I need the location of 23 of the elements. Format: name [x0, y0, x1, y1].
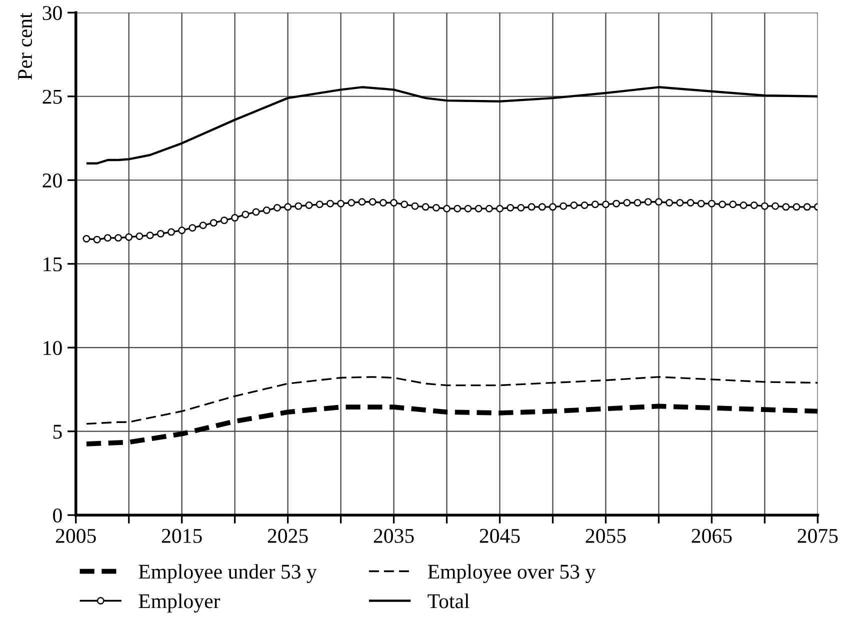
y-axis-title: Per cent — [18, 12, 32, 80]
x-tick-label: 2075 — [798, 528, 838, 543]
x-tick-label: 2045 — [480, 528, 520, 543]
y-tick-label: 10 — [44, 340, 62, 356]
y-tick-label: 30 — [42, 6, 62, 20]
legend-label: Employee under 53 y — [138, 564, 317, 584]
x-tick-label: 2035 — [374, 528, 414, 543]
y-tick-label: 0 — [53, 508, 62, 523]
line-series — [85, 86, 818, 164]
legend-label: Total — [428, 594, 470, 608]
x-tick-label: 2005 — [56, 528, 96, 543]
y-tick-label: 15 — [44, 257, 62, 272]
legend-label: Employee over 53 y — [428, 564, 596, 584]
legend-label: Employer — [138, 594, 220, 613]
line-series — [86, 376, 818, 425]
y-tick-label: 5 — [53, 424, 62, 439]
x-tick-label: 2065 — [692, 528, 732, 543]
x-tick-label: 2015 — [162, 528, 202, 543]
y-tick-label: 20 — [42, 173, 62, 188]
x-tick-label: 2025 — [268, 528, 308, 543]
y-tick-label: 25 — [42, 90, 62, 104]
line-series — [84, 404, 818, 446]
x-tick-label: 2055 — [586, 528, 626, 543]
